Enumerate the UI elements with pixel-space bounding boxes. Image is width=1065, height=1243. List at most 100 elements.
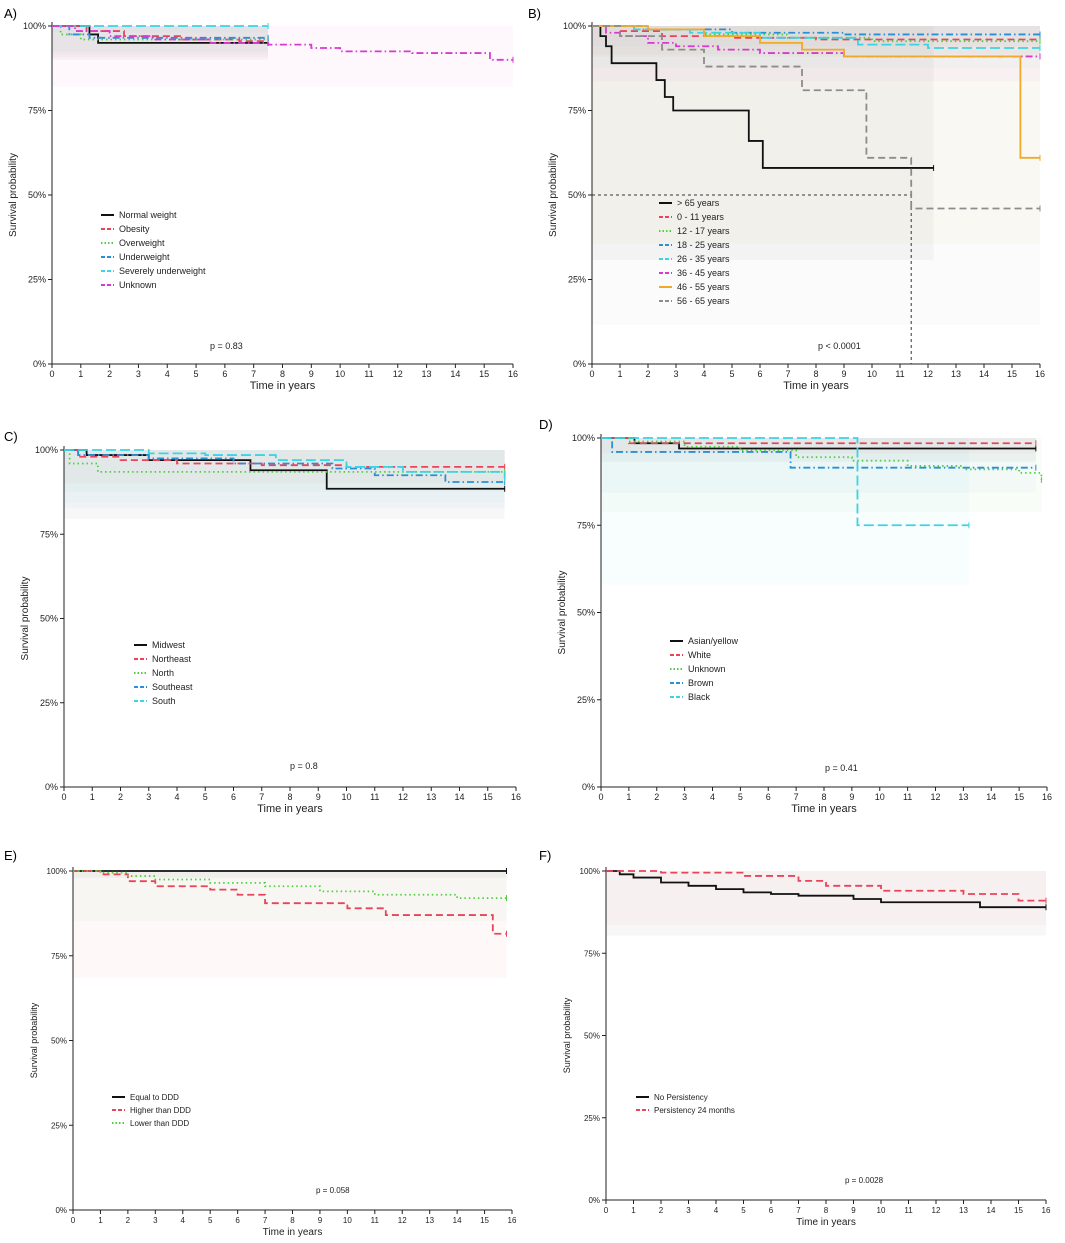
y-tick-label: 25% <box>28 275 46 285</box>
y-tick-label: 75% <box>40 529 58 539</box>
y-tick-label: 75% <box>584 949 600 958</box>
panel-a: A)0 1 2 3 4 5 6 7 8 9 10 11 12 13 14 15 160%25%50%75%100… <box>4 6 518 392</box>
x-tick-label: 4 <box>710 792 715 802</box>
x-tick-label: 4 <box>165 369 170 379</box>
panel-d: D)0 1 2 3 4 5 6 7 8 9 10 11 12 13 14 15 160%25%50%75%100… <box>539 417 1052 815</box>
km-curve-black <box>601 437 969 527</box>
x-tick-label: 8 <box>280 369 285 379</box>
y-axis-title: Survival probability <box>20 577 31 661</box>
y-tick-label: 0% <box>588 1196 600 1205</box>
legend-label: 46 - 55 years <box>677 282 730 292</box>
p-value: p = 0.83 <box>210 341 243 351</box>
x-tick-label: 6 <box>769 1206 774 1215</box>
x-tick-label: 8 <box>824 1206 829 1215</box>
x-tick-label: 1 <box>90 792 95 802</box>
x-tick-label: 14 <box>453 1216 462 1225</box>
km-curve-12-17-years <box>592 25 1040 43</box>
x-tick-label: 0 <box>49 369 54 379</box>
panel-b: B)0 1 2 3 4 5 6 7 8 9 10 11 12 13 14 15 160%25%50%75%100… <box>528 6 1045 392</box>
x-tick-label: 13 <box>959 1206 968 1215</box>
ci-band <box>73 871 507 921</box>
x-tick-label: 16 <box>508 1216 517 1225</box>
ci-band <box>64 450 505 503</box>
p-value: p = 0.0028 <box>845 1176 884 1185</box>
x-tick-label: 0 <box>71 1216 76 1225</box>
x-tick-label: 15 <box>479 369 489 379</box>
x-tick-label: 15 <box>480 1216 489 1225</box>
p-value: p = 0.41 <box>825 763 858 773</box>
x-tick-label: 2 <box>645 369 650 379</box>
x-tick-label: 10 <box>341 792 351 802</box>
x-tick-label: 15 <box>1007 369 1017 379</box>
y-tick-label: 100% <box>23 21 46 31</box>
km-curve-65-years <box>592 25 934 169</box>
panel-label: A) <box>4 6 17 21</box>
legend-label: Unknown <box>688 664 726 674</box>
y-tick-label: 50% <box>577 608 595 618</box>
x-tick-label: 0 <box>598 792 603 802</box>
x-tick-label: 10 <box>875 792 885 802</box>
x-tick-label: 9 <box>309 369 314 379</box>
y-tick-label: 25% <box>40 698 58 708</box>
legend: Equal to DDD Higher than DDD Lower than DD… <box>112 1093 191 1128</box>
legend: > 65 years 0 - 11 years 12 - 17 years 18 - … <box>659 198 730 306</box>
y-tick-label: 100% <box>35 445 58 455</box>
legend-label: 12 - 17 years <box>677 226 730 236</box>
x-tick-label: 3 <box>153 1216 158 1225</box>
km-curve-18-25-years <box>592 25 1040 36</box>
km-curve-36-45-years <box>592 25 1040 58</box>
y-tick-label: 100% <box>563 21 586 31</box>
x-tick-label: 11 <box>364 369 373 379</box>
y-tick-label: 50% <box>51 1037 67 1046</box>
x-tick-label: 5 <box>203 792 208 802</box>
x-tick-label: 0 <box>589 369 594 379</box>
x-tick-label: 2 <box>659 1206 664 1215</box>
x-tick-label: 12 <box>393 369 403 379</box>
legend-label: No Persistency <box>654 1093 708 1102</box>
x-tick-label: 4 <box>714 1206 719 1215</box>
legend-label: Unknown <box>119 280 157 290</box>
ci-band <box>52 26 513 87</box>
legend-label: 0 - 11 years <box>677 212 724 222</box>
y-tick-label: 0% <box>33 359 46 369</box>
ci-band <box>606 871 1046 925</box>
x-tick-label: 10 <box>877 1206 886 1215</box>
x-tick-label: 13 <box>426 792 436 802</box>
ci-band <box>601 438 969 585</box>
legend: Normal weight Obesity Overweight Underweigh… <box>101 210 206 290</box>
x-tick-label: 3 <box>673 369 678 379</box>
x-tick-label: 11 <box>370 792 379 802</box>
legend-label: Higher than DDD <box>130 1106 191 1115</box>
km-curve-persistency-24-months <box>606 870 1046 902</box>
legend-label: Northeast <box>152 654 192 664</box>
legend-label: Persistency 24 months <box>654 1106 735 1115</box>
x-tick-label: 6 <box>235 1216 240 1225</box>
x-tick-label: 16 <box>1035 369 1045 379</box>
legend-label: 56 - 65 years <box>677 296 730 306</box>
x-axis-title: Time in years <box>257 803 323 815</box>
x-tick-label: 7 <box>251 369 256 379</box>
x-tick-label: 12 <box>923 369 933 379</box>
panel-f: F)0 1 2 3 4 5 6 7 8 9 10 11 12 13 14 15 160%25%50%75%100… <box>539 848 1051 1228</box>
legend-label: 36 - 45 years <box>677 268 730 278</box>
x-tick-label: 1 <box>631 1206 636 1215</box>
y-tick-label: 0% <box>582 782 595 792</box>
y-tick-label: 75% <box>51 952 67 961</box>
x-tick-label: 5 <box>729 369 734 379</box>
y-tick-label: 75% <box>568 106 586 116</box>
legend-label: Midwest <box>152 640 186 650</box>
x-tick-label: 6 <box>757 369 762 379</box>
x-tick-label: 8 <box>821 792 826 802</box>
x-tick-label: 7 <box>785 369 790 379</box>
panel-label: E) <box>4 848 17 863</box>
legend-label: Equal to DDD <box>130 1093 179 1102</box>
x-tick-label: 3 <box>146 792 151 802</box>
y-tick-label: 100% <box>47 867 67 876</box>
legend-label: South <box>152 696 176 706</box>
legend-label: 26 - 35 years <box>677 254 730 264</box>
x-tick-label: 11 <box>895 369 904 379</box>
x-tick-label: 4 <box>181 1216 186 1225</box>
x-tick-label: 9 <box>849 792 854 802</box>
x-tick-label: 13 <box>951 369 961 379</box>
